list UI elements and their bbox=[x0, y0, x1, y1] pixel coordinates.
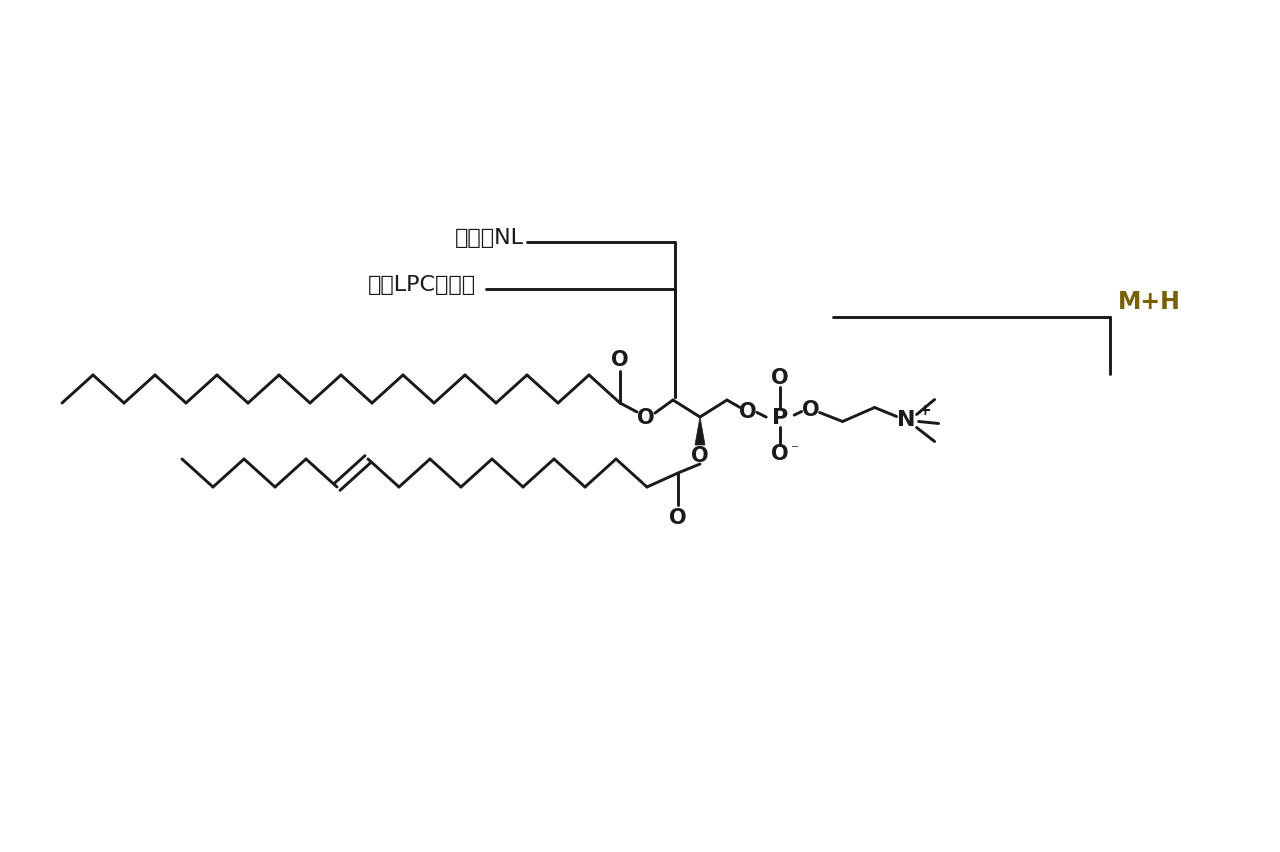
Text: O: O bbox=[772, 368, 788, 388]
Polygon shape bbox=[695, 417, 705, 446]
Text: +: + bbox=[919, 402, 932, 417]
Text: O: O bbox=[772, 444, 788, 463]
Text: N: N bbox=[897, 410, 916, 430]
Text: O: O bbox=[611, 349, 628, 370]
Text: 脂肪酸NL: 脂肪酸NL bbox=[454, 227, 524, 248]
Text: 留下LPC的碎片: 留下LPC的碎片 bbox=[369, 274, 476, 295]
Text: O: O bbox=[739, 402, 756, 422]
Text: P: P bbox=[772, 407, 788, 428]
Text: M+H: M+H bbox=[1117, 290, 1181, 314]
Text: O: O bbox=[669, 508, 687, 527]
Text: O: O bbox=[691, 446, 709, 465]
Text: O: O bbox=[637, 407, 655, 428]
Text: ⁻: ⁻ bbox=[791, 442, 799, 457]
Text: O: O bbox=[801, 400, 819, 420]
